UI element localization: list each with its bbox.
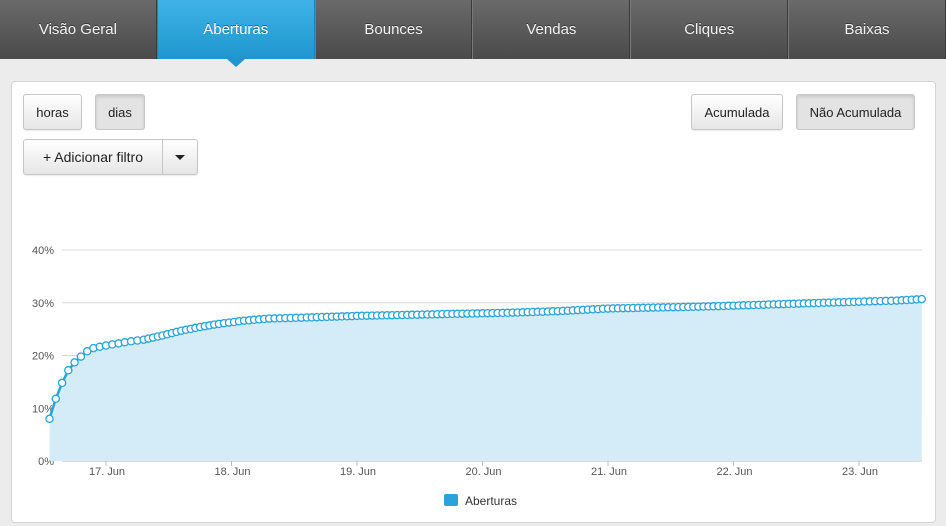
tab-aberturas[interactable]: Aberturas [156, 0, 315, 67]
tab-visao-geral[interactable]: Visão Geral [0, 0, 157, 59]
add-filter-group: + Adicionar filtro [23, 139, 198, 175]
chevron-down-icon [175, 154, 185, 160]
tab-bounces[interactable]: Bounces [314, 0, 473, 59]
chart-panel: horas dias Acumulada Não Acumulada + Adi… [11, 81, 936, 523]
tab-vendas[interactable]: Vendas [472, 0, 631, 59]
horas-button[interactable]: horas [23, 94, 82, 130]
filter-dropdown-toggle[interactable] [163, 140, 197, 174]
acumulada-button[interactable]: Acumulada [691, 94, 783, 130]
add-filter-button[interactable]: + Adicionar filtro [24, 140, 163, 174]
nao-acumulada-button[interactable]: Não Acumulada [796, 94, 915, 130]
tab-cliques[interactable]: Cliques [630, 0, 789, 59]
tab-bar: Visão Geral Aberturas Bounces Vendas Cli… [0, 0, 946, 67]
tab-baixas[interactable]: Baixas [788, 0, 946, 59]
dias-button[interactable]: dias [95, 94, 145, 130]
